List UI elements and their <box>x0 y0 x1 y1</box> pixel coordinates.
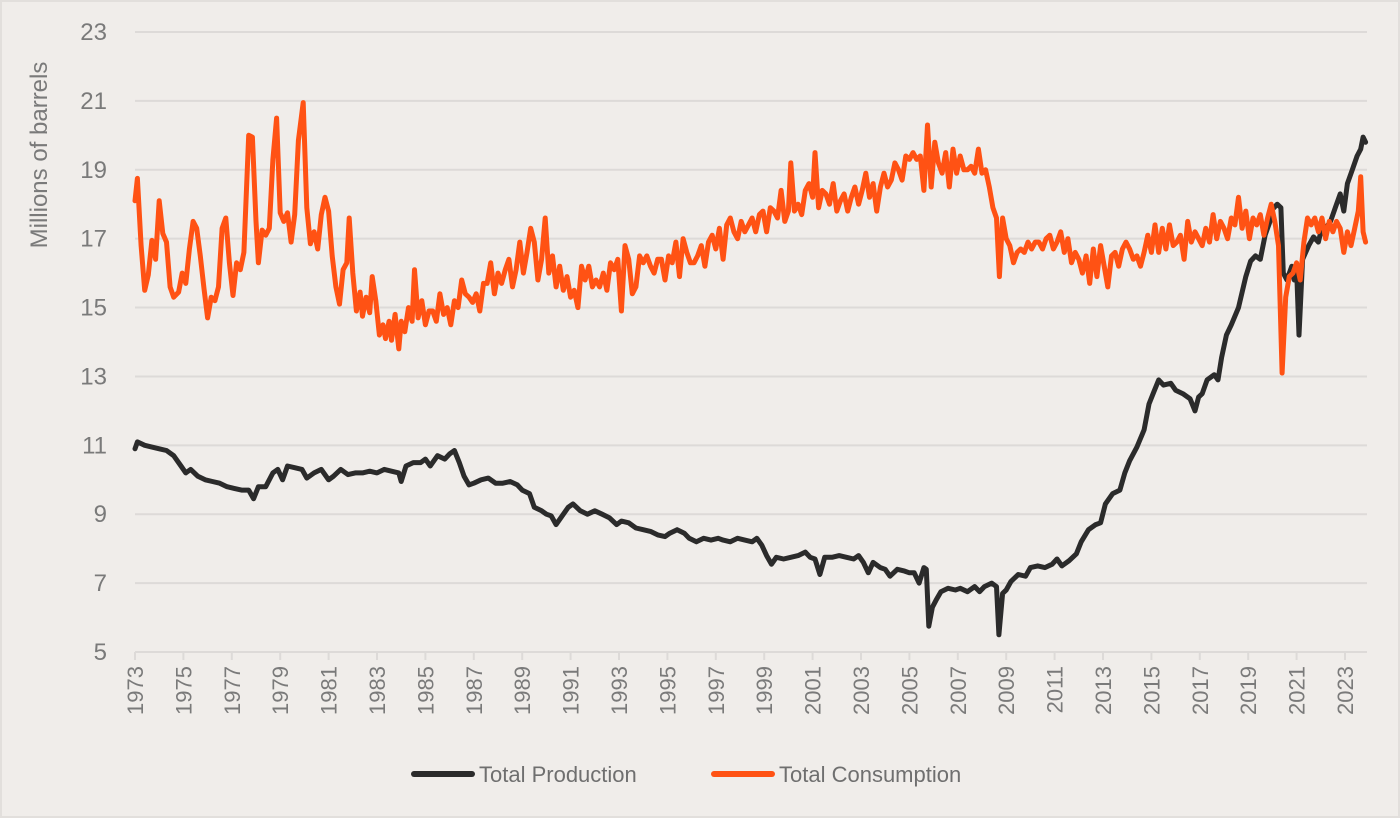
x-tick-label: 2017 <box>1188 666 1213 715</box>
legend-item: Total Production <box>411 762 637 787</box>
y-tick-label: 11 <box>82 432 107 459</box>
x-tick-label: 2009 <box>994 666 1019 715</box>
series-line-total-production <box>132 134 1369 638</box>
y-tick-label: 17 <box>80 226 107 253</box>
y-tick-label: 13 <box>80 363 107 390</box>
legend-item: Total Consumption <box>711 762 961 787</box>
x-tick-label: 1997 <box>704 666 729 715</box>
x-tick-label: 1989 <box>510 666 535 715</box>
y-tick-label: 9 <box>94 501 107 528</box>
x-tick-label: 2001 <box>801 666 826 715</box>
x-tick-label: 1991 <box>559 666 584 715</box>
y-tick-label: 15 <box>80 295 107 322</box>
x-tick-label: 1993 <box>607 666 632 715</box>
x-tick-label: 1985 <box>413 666 438 715</box>
x-tick-label: 2005 <box>897 666 922 715</box>
y-tick-label: 5 <box>94 639 107 666</box>
legend-label: Total Production <box>479 762 637 787</box>
gridlines <box>135 31 1367 653</box>
x-axis-ticks: 1973 1975 1977 1979 1981 1983 1985 1987 1989 1991… <box>123 652 1358 715</box>
y-tick-label: 19 <box>80 157 107 184</box>
x-tick-label: 1999 <box>752 666 777 715</box>
x-tick-label: 1987 <box>462 666 487 715</box>
x-tick-label: 2007 <box>946 666 971 715</box>
y-tick-label: 21 <box>80 88 107 115</box>
legend: Total Production Total Consumption <box>411 762 961 787</box>
x-tick-label: 2011 <box>1043 666 1068 713</box>
x-tick-label: 1995 <box>655 666 680 715</box>
x-tick-label: 2021 <box>1285 666 1310 715</box>
x-tick-label: 1979 <box>268 666 293 715</box>
x-tick-label: 2023 <box>1333 666 1358 715</box>
y-tick-label: 23 <box>80 19 107 46</box>
legend-label: Total Consumption <box>779 762 961 787</box>
x-tick-label: 2019 <box>1236 666 1261 715</box>
series-lines <box>132 100 1369 638</box>
x-tick-label: 2015 <box>1139 666 1164 715</box>
x-tick-label: 1973 <box>123 666 148 715</box>
y-tick-label: 7 <box>94 570 107 597</box>
y-axis-title: Millions of barrels <box>26 62 53 249</box>
x-tick-label: 1977 <box>220 666 245 715</box>
x-tick-label: 1983 <box>365 666 390 715</box>
x-tick-label: 1975 <box>171 666 196 715</box>
x-tick-label: 2013 <box>1091 666 1116 715</box>
x-tick-label: 2003 <box>849 666 874 715</box>
y-axis-ticks: 5 7 9 11 13 15 17 19 21 23 <box>80 19 107 666</box>
x-tick-label: 1981 <box>317 666 342 715</box>
series-line-total-consumption <box>132 100 1369 376</box>
